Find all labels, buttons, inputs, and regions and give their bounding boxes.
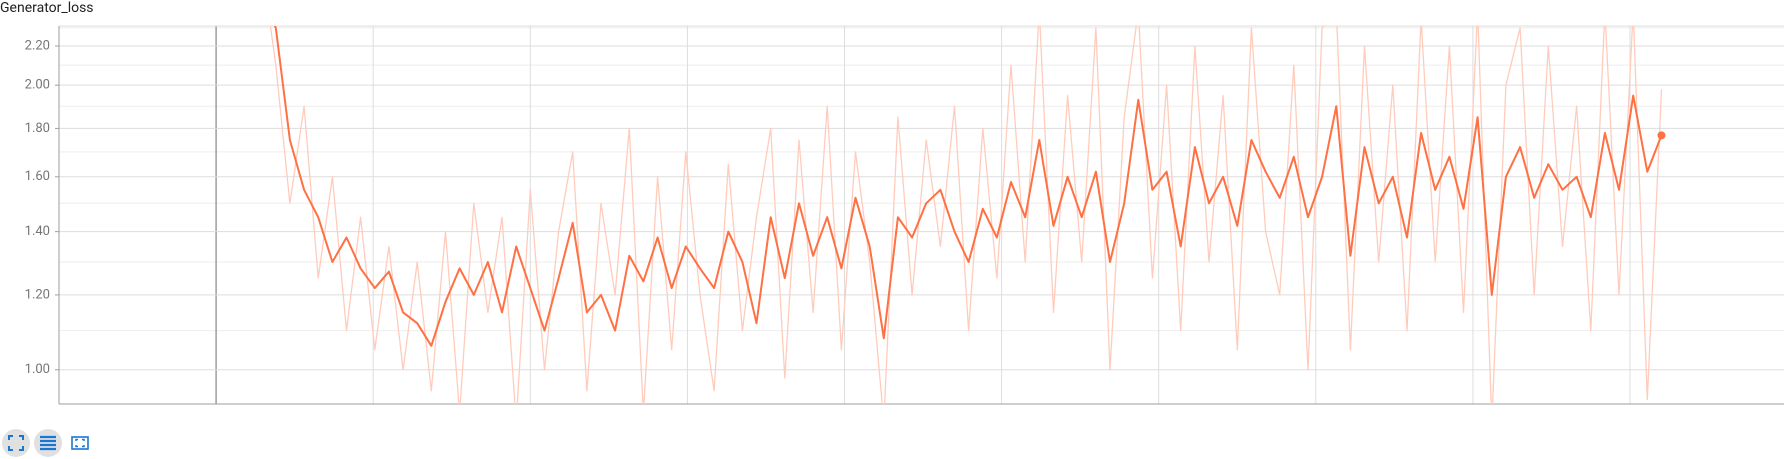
- y-tick-label: 1.00: [25, 362, 50, 377]
- plot-area: [269, 26, 1666, 404]
- y-tick-label: 2.00: [25, 78, 50, 93]
- smoothed-line: [273, 26, 1663, 347]
- toggle-log-button[interactable]: [34, 429, 62, 457]
- y-tick-label: 1.80: [25, 121, 50, 136]
- y-tick-label: 1.40: [25, 224, 50, 239]
- raw-line: [269, 26, 1663, 404]
- chart: 1.00 1.20 1.40 1.60 1.80 2.00 2.20: [25, 25, 1784, 405]
- y-tick-label: 2.20: [25, 38, 50, 53]
- fit-domain-button[interactable]: [66, 429, 94, 457]
- y-tick-label: 1.60: [25, 169, 50, 184]
- fullscreen-button[interactable]: [2, 429, 30, 457]
- end-marker: [1657, 131, 1666, 140]
- chart-title: Generator_loss: [0, 0, 94, 16]
- y-tick-label: 1.20: [25, 287, 50, 302]
